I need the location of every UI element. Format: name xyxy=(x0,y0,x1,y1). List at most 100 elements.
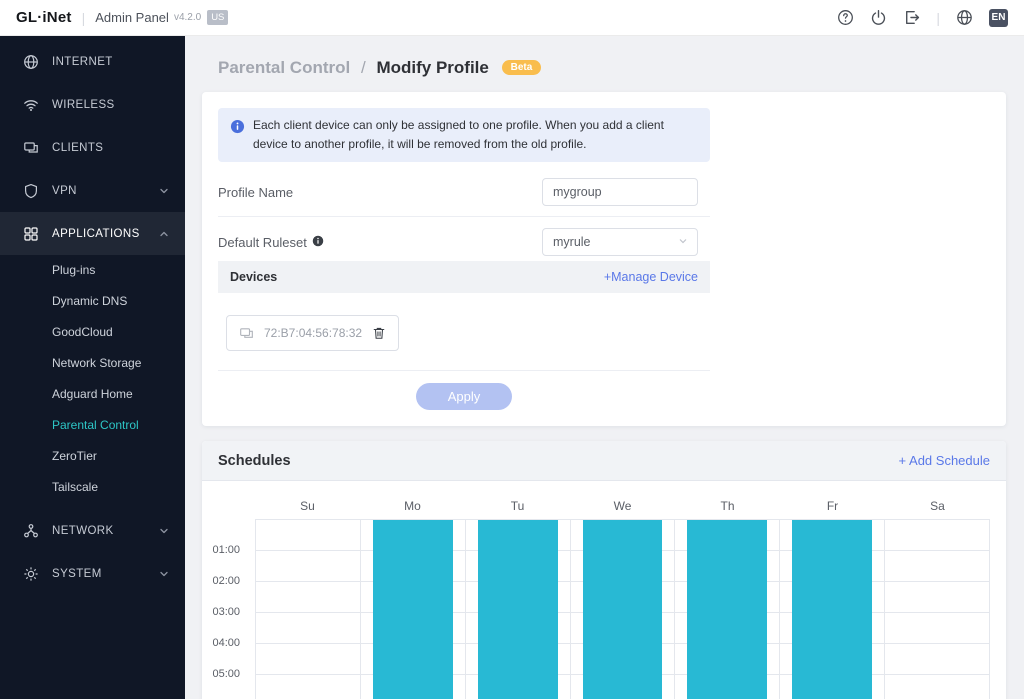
device-mac-address: 72:B7:04:56:78:32 xyxy=(264,326,363,341)
sidebar-item-label: SYSTEM xyxy=(52,567,102,580)
sidebar-item-dynamic-dns[interactable]: Dynamic DNS xyxy=(52,294,128,308)
device-list: 72:B7:04:56:78:32 xyxy=(218,293,710,352)
sidebar-item-goodcloud[interactable]: GoodCloud xyxy=(52,325,113,339)
top-bar: GL·iNet | Admin Panel v4.2.0 US | EN xyxy=(0,0,1024,36)
main-content: Parental Control / Modify Profile Beta E… xyxy=(185,36,1024,699)
schedule-column-th[interactable] xyxy=(675,520,781,699)
day-label: We xyxy=(613,499,632,514)
devices-title: Devices xyxy=(230,270,278,285)
app-title: Admin Panel xyxy=(95,10,169,25)
profile-name-input[interactable] xyxy=(542,178,698,207)
schedule-bar[interactable] xyxy=(792,520,873,699)
schedule-column-we[interactable] xyxy=(571,520,676,699)
sidebar-item-label: CLIENTS xyxy=(52,141,104,154)
ruleset-select[interactable]: myrule xyxy=(542,228,698,257)
schedules-card: Schedules + Add Schedule 01:00 02:00 03:00… xyxy=(202,441,1006,699)
page-title: Modify Profile xyxy=(376,58,489,77)
default-ruleset-label-text: Default Ruleset xyxy=(218,234,307,250)
sidebar-item-wireless[interactable]: WIRELESS xyxy=(0,83,185,126)
chevron-down-icon xyxy=(159,526,169,536)
applications-submenu: Plug-ins Dynamic DNS GoodCloud Network S… xyxy=(0,255,185,509)
topbar-actions: | EN xyxy=(837,8,1008,27)
schedule-chart: 01:00 02:00 03:00 04:00 05:00 Su Mo Tu We Th Fr Sa xyxy=(202,481,1006,699)
breadcrumb-separator: / xyxy=(360,58,366,77)
topbar-separator: | xyxy=(936,9,940,26)
globe-icon xyxy=(23,54,39,70)
chevron-down-icon xyxy=(159,186,169,196)
schedule-column-mo[interactable] xyxy=(361,520,466,699)
device-icon xyxy=(239,326,254,341)
applications-grid-icon xyxy=(23,226,39,242)
schedule-bar[interactable] xyxy=(372,520,453,699)
day-label: Mo xyxy=(404,499,421,514)
schedule-grid xyxy=(255,519,991,699)
system-gear-icon xyxy=(23,566,39,582)
chevron-down-icon xyxy=(677,235,689,250)
apply-row: Apply xyxy=(218,383,710,411)
device-chip: 72:B7:04:56:78:32 xyxy=(226,315,400,352)
schedule-column-fr[interactable] xyxy=(780,520,886,699)
day-label: Th xyxy=(720,499,735,514)
modify-profile-card: Each client device can only be assigned … xyxy=(202,92,1006,427)
schedule-bar[interactable] xyxy=(687,520,768,699)
schedule-column-su[interactable] xyxy=(256,520,361,699)
day-label: Sa xyxy=(930,499,945,514)
sidebar-item-clients[interactable]: CLIENTS xyxy=(0,126,185,169)
schedule-column-tu[interactable] xyxy=(466,520,571,699)
sidebar-item-applications[interactable]: APPLICATIONS xyxy=(0,212,185,255)
day-label: Su xyxy=(300,499,315,514)
beta-badge: Beta xyxy=(501,60,542,75)
sidebar-item-label: WIRELESS xyxy=(52,98,115,111)
app-version: v4.2.0 xyxy=(173,12,202,23)
time-label: 01:00 xyxy=(212,544,240,557)
sidebar-item-label: INTERNET xyxy=(52,55,113,68)
profile-name-label: Profile Name xyxy=(218,184,294,200)
sidebar-item-vpn[interactable]: VPN xyxy=(0,169,185,212)
region-badge: US xyxy=(207,10,229,25)
schedule-bar[interactable] xyxy=(582,520,663,699)
help-icon[interactable] xyxy=(837,9,854,26)
sidebar-item-internet[interactable]: INTERNET xyxy=(0,40,185,83)
sidebar-item-network-storage[interactable]: Network Storage xyxy=(52,356,142,370)
schedule-bar[interactable] xyxy=(477,520,558,699)
language-badge[interactable]: EN xyxy=(989,8,1008,27)
schedule-column-sa[interactable] xyxy=(885,520,991,699)
breadcrumb-section[interactable]: Parental Control xyxy=(218,58,351,77)
sidebar-item-adguard-home[interactable]: Adguard Home xyxy=(52,387,133,401)
time-label: 03:00 xyxy=(212,606,240,619)
divider xyxy=(218,216,710,218)
chevron-up-icon xyxy=(159,229,169,239)
sidebar-item-network[interactable]: NETWORK xyxy=(0,509,185,552)
sidebar-item-plugins[interactable]: Plug-ins xyxy=(52,263,96,277)
divider xyxy=(218,370,710,372)
profile-form: Profile Name Default Ruleset myrule xyxy=(218,178,710,411)
time-label: 05:00 xyxy=(212,668,240,681)
wifi-icon xyxy=(23,97,39,113)
sidebar-item-zerotier[interactable]: ZeroTier xyxy=(52,449,97,463)
breadcrumb: Parental Control / Modify Profile Beta xyxy=(218,58,1006,78)
manage-device-link[interactable]: +Manage Device xyxy=(603,270,698,285)
clients-icon xyxy=(23,140,39,156)
schedules-title: Schedules xyxy=(218,452,291,469)
day-labels-row: Su Mo Tu We Th Fr Sa xyxy=(255,493,990,519)
devices-header-bar: Devices +Manage Device xyxy=(218,261,710,294)
network-nodes-icon xyxy=(23,523,39,539)
glinet-logo: GL·iNet xyxy=(16,9,72,26)
vpn-shield-icon xyxy=(23,183,39,199)
default-ruleset-row: Default Ruleset myrule xyxy=(218,228,710,257)
apply-button[interactable]: Apply xyxy=(416,383,512,411)
sidebar-item-parental-control[interactable]: Parental Control xyxy=(52,418,139,432)
profile-name-row: Profile Name xyxy=(218,178,710,207)
info-icon xyxy=(230,116,245,154)
sidebar-item-tailscale[interactable]: Tailscale xyxy=(52,480,99,494)
sidebar-item-label: VPN xyxy=(52,184,77,197)
delete-device-icon[interactable] xyxy=(372,326,386,340)
language-globe-icon[interactable] xyxy=(956,9,973,26)
power-icon[interactable] xyxy=(870,9,887,26)
time-label: 04:00 xyxy=(212,637,240,650)
sidebar-item-system[interactable]: SYSTEM xyxy=(0,552,185,595)
add-schedule-link[interactable]: + Add Schedule xyxy=(898,453,990,469)
ruleset-select-value: myrule xyxy=(553,235,591,250)
logout-icon[interactable] xyxy=(903,9,920,26)
ruleset-info-icon[interactable] xyxy=(312,235,324,250)
